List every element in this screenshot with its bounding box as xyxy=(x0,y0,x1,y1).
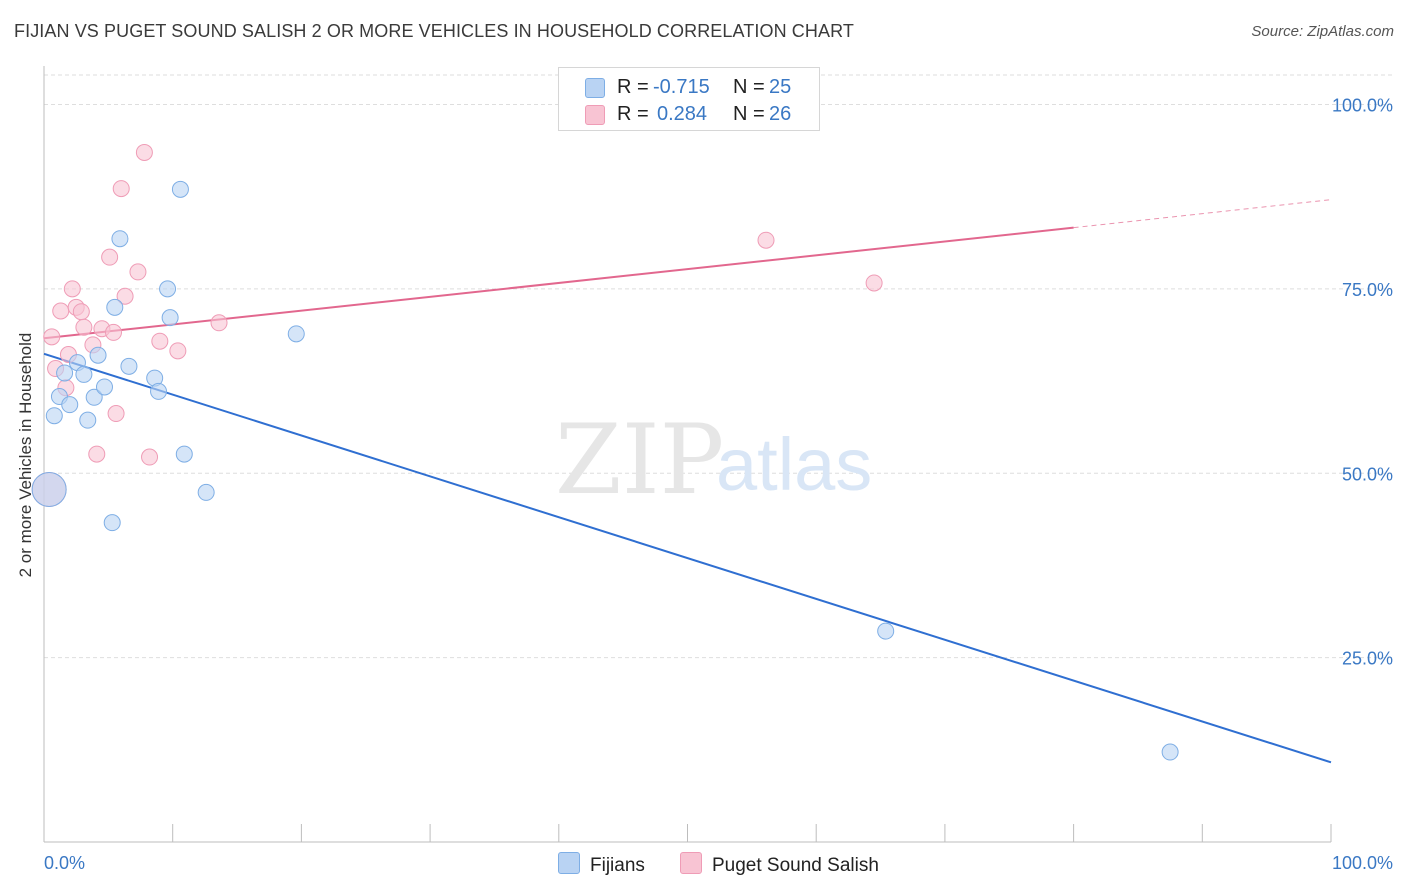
legend-item-salish[interactable]: Puget Sound Salish xyxy=(680,852,879,877)
point-fijians xyxy=(31,471,67,507)
point-salish xyxy=(88,445,106,463)
point-fijians xyxy=(287,325,305,343)
point-fijians xyxy=(89,346,107,364)
point-salish xyxy=(210,314,228,332)
point-salish xyxy=(169,342,187,360)
point-salish xyxy=(865,274,883,292)
legend-n-label: N = xyxy=(733,76,765,98)
point-fijians xyxy=(197,483,215,501)
trend-line-salish-extension xyxy=(1073,199,1332,229)
point-salish xyxy=(135,143,153,161)
point-fijians xyxy=(171,180,189,198)
point-salish xyxy=(101,248,119,266)
point-fijians xyxy=(111,230,129,248)
point-fijians xyxy=(79,411,97,429)
point-fijians xyxy=(161,309,179,327)
watermark-zip: ZIP xyxy=(555,404,724,516)
watermark: ZIP atlas xyxy=(555,404,872,516)
point-fijians xyxy=(56,364,74,382)
source-name[interactable]: ZipAtlas.com xyxy=(1307,23,1394,40)
source-credit: Source: ZipAtlas.com xyxy=(1251,23,1394,40)
legend-r-value: -0.715 xyxy=(653,76,710,98)
point-salish xyxy=(151,332,169,350)
point-fijians xyxy=(120,357,138,375)
watermark-atlas: atlas xyxy=(716,423,872,506)
point-salish xyxy=(116,287,134,305)
legend-label-fijians: Fijians xyxy=(590,855,645,876)
point-salish xyxy=(43,328,61,346)
point-fijians xyxy=(150,382,168,400)
legend-swatch-fijians xyxy=(558,852,580,874)
legend-label-salish: Puget Sound Salish xyxy=(712,855,879,876)
point-fijians xyxy=(61,396,79,414)
legend-r-label: R = xyxy=(617,76,649,98)
legend-swatch-salish xyxy=(585,105,605,125)
y-tick-label: 50.0% xyxy=(1342,464,1393,484)
chart-title: FIJIAN VS PUGET SOUND SALISH 2 OR MORE V… xyxy=(14,21,854,41)
legend-swatch-fijians xyxy=(585,78,605,98)
axes xyxy=(43,66,1332,843)
point-salish xyxy=(63,280,81,298)
legend-swatch-salish xyxy=(680,852,702,874)
point-salish xyxy=(112,180,130,198)
source-label: Source: xyxy=(1251,23,1304,40)
y-tick-label: 100.0% xyxy=(1332,96,1393,116)
point-salish xyxy=(52,302,70,320)
point-fijians xyxy=(106,298,124,316)
trend-line-salish xyxy=(43,226,1074,340)
x-tick-label: 100.0% xyxy=(1332,853,1393,873)
gridlines xyxy=(44,74,1392,659)
y-axis-label: 2 or more Vehicles in Household xyxy=(16,332,35,578)
point-fijians xyxy=(103,514,121,532)
point-salish xyxy=(72,303,90,321)
legend-n-value: 25 xyxy=(769,76,792,98)
y-tick-label: 25.0% xyxy=(1342,649,1393,669)
legend-item-fijians[interactable]: Fijians xyxy=(558,852,645,877)
point-fijians xyxy=(1161,743,1179,761)
correlation-legend: R = -0.715 N = 25 R = 0.284 N = 26 xyxy=(558,67,820,131)
legend-n-label: N = xyxy=(733,103,765,125)
tick-labels: 25.0% 50.0% 75.0% 100.0% 0.0% 100.0% xyxy=(44,96,1393,874)
legend-r-label: R = xyxy=(617,103,649,125)
point-fijians xyxy=(45,407,63,425)
data-points xyxy=(31,143,1179,761)
x-tick-label: 0.0% xyxy=(44,853,85,873)
point-fijians xyxy=(75,365,93,383)
point-salish xyxy=(141,448,159,466)
y-tick-label: 75.0% xyxy=(1342,280,1393,300)
point-salish xyxy=(75,318,93,336)
point-salish xyxy=(107,405,125,423)
legend-r-value: 0.284 xyxy=(657,103,708,125)
point-fijians xyxy=(85,388,103,406)
point-salish xyxy=(757,231,775,249)
point-fijians xyxy=(95,378,113,396)
point-fijians xyxy=(159,280,177,298)
point-fijians xyxy=(877,622,895,640)
trend-line-fijians xyxy=(43,352,1332,764)
point-fijians xyxy=(175,445,193,463)
legend-n-value: 26 xyxy=(769,103,792,125)
point-salish xyxy=(129,263,147,281)
point-salish xyxy=(104,323,122,341)
